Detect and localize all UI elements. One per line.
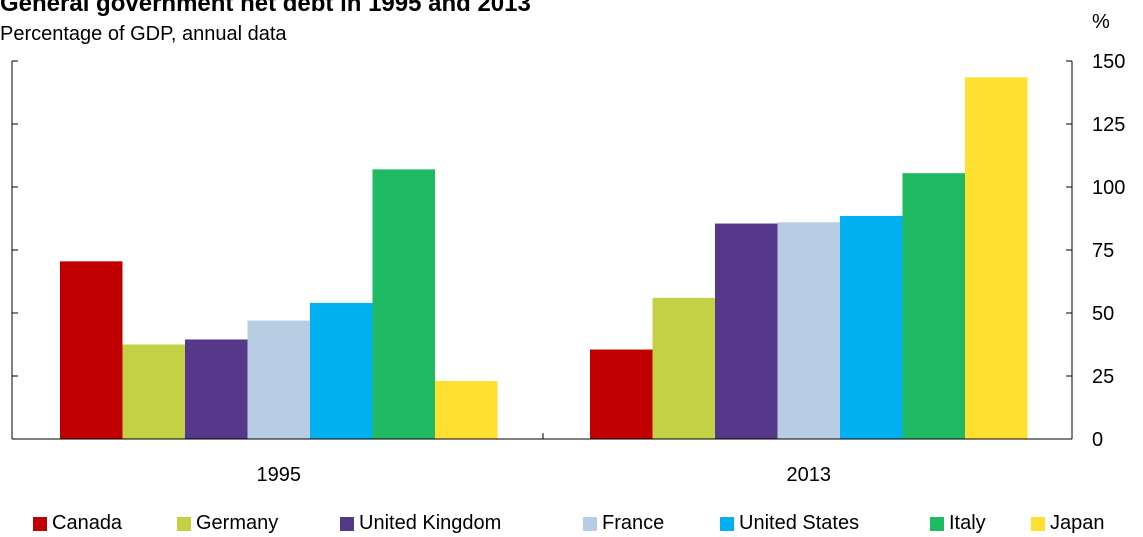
legend-swatch <box>930 516 944 531</box>
bar-canada-1995 <box>60 261 123 439</box>
legend-label: France <box>602 512 665 534</box>
bars-group <box>60 77 1028 440</box>
legend: Canada Germany United Kingdom France United … <box>0 510 1143 537</box>
legend-item-france: France <box>583 510 664 537</box>
legend-swatch <box>583 516 597 531</box>
y-tick-label: 50 <box>1092 303 1114 325</box>
legend-label: Italy <box>949 512 986 534</box>
legend-label: Germany <box>196 512 279 534</box>
legend-label: United States <box>739 512 860 534</box>
y-tick-label: 75 <box>1092 240 1114 262</box>
y-tick-label: 125 <box>1092 114 1125 136</box>
y-tick-label: 100 <box>1092 177 1125 199</box>
legend-swatch <box>33 516 47 531</box>
bar-united-states-1995 <box>310 302 373 439</box>
bar-united-kingdom-1995 <box>185 339 248 439</box>
legend-label: United Kingdom <box>359 512 502 534</box>
x-category-label-1995: 1995 <box>257 464 302 486</box>
legend-item-united-kingdom: United Kingdom <box>340 510 501 537</box>
legend-item-canada: Canada <box>33 510 122 537</box>
legend-label: Japan <box>1050 512 1105 534</box>
bar-canada-2013 <box>590 349 653 439</box>
chart-title: General government net debt in 1995 and … <box>0 0 531 17</box>
bar-germany-2013 <box>652 297 715 439</box>
bar-germany-1995 <box>122 344 185 439</box>
y-axis-unit-label: % <box>1092 11 1110 33</box>
legend-item-germany: Germany <box>177 510 278 537</box>
bar-france-2013 <box>777 222 840 439</box>
bar-united-states-2013 <box>840 215 903 439</box>
legend-item-japan: Japan <box>1031 510 1105 537</box>
bar-united-kingdom-2013 <box>715 223 778 439</box>
bar-japan-2013 <box>965 77 1028 439</box>
legend-item-italy: Italy <box>930 510 986 537</box>
bar-italy-1995 <box>372 169 435 440</box>
bar-japan-1995 <box>435 381 498 439</box>
legend-swatch <box>1031 516 1045 531</box>
bar-france-1995 <box>247 320 310 439</box>
y-tick-label: 0 <box>1092 429 1103 451</box>
legend-item-united-states: United States <box>720 510 859 537</box>
x-category-label-2013: 2013 <box>787 464 832 486</box>
bar-chart: 0 25 50 75 100 125 150 1995 2013 <box>11 51 1125 486</box>
y-tick-label: 25 <box>1092 366 1114 388</box>
axes-group: 0 25 50 75 100 125 150 1995 2013 <box>11 51 1125 486</box>
legend-label: Canada <box>52 512 123 534</box>
y-tick-label: 150 <box>1092 51 1125 73</box>
legend-swatch <box>720 516 734 531</box>
bar-italy-2013 <box>902 173 965 439</box>
chart-subtitle: Percentage of GDP, annual data <box>0 23 287 45</box>
legend-swatch <box>177 516 191 531</box>
legend-swatch <box>340 516 354 531</box>
